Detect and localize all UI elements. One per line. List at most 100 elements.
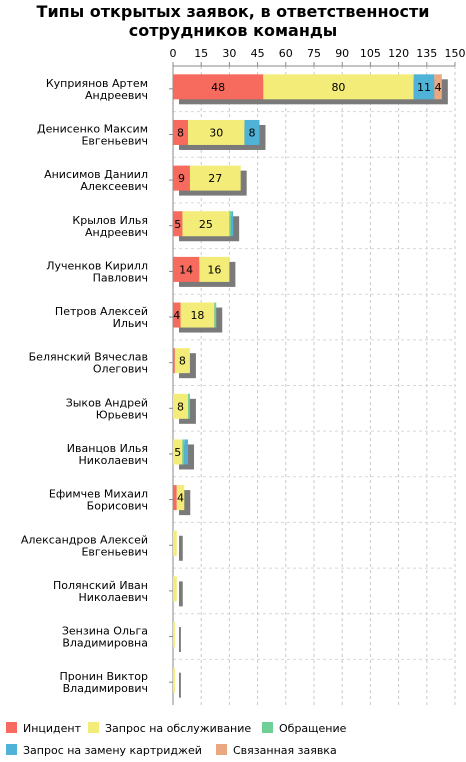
category-label: Зыков Андрей bbox=[66, 396, 148, 409]
legend-label-cartridge-request: Запрос на замену картриджей bbox=[23, 744, 202, 757]
legend-swatch-service-request bbox=[88, 722, 99, 733]
data-label: 8 bbox=[177, 126, 184, 139]
category-label: Иванцов Илья bbox=[67, 442, 148, 455]
category-label: Анисимов Даниил bbox=[44, 168, 148, 181]
category-label: Борисович bbox=[87, 500, 148, 513]
legend-swatch-incident bbox=[6, 722, 17, 733]
x-tick-label: 75 bbox=[307, 47, 321, 60]
category-label: Пронин Виктор bbox=[60, 670, 148, 683]
data-label: 18 bbox=[190, 309, 204, 322]
data-label: 30 bbox=[209, 126, 223, 139]
legend-item-cartridge-request: Запрос на замену картриджей bbox=[6, 744, 202, 758]
data-label: 27 bbox=[208, 172, 222, 185]
x-tick-label: 15 bbox=[194, 47, 208, 60]
legend-item-linked-request: Связанная заявка bbox=[216, 744, 337, 758]
bar-segment bbox=[244, 119, 260, 145]
category-label: Полянский Иван bbox=[53, 579, 148, 592]
category-label: Денисенко Максим bbox=[37, 122, 148, 135]
bar-segment bbox=[182, 439, 185, 465]
legend-label-service-request: Запрос на обслуживание bbox=[105, 722, 252, 735]
category-label: Куприянов Артем bbox=[46, 77, 148, 90]
bar-shadow bbox=[179, 672, 181, 698]
data-label: 16 bbox=[207, 263, 221, 276]
category-label: Алексеевич bbox=[80, 180, 148, 193]
data-label: 4 bbox=[173, 309, 180, 322]
category-label: Павлович bbox=[93, 271, 148, 284]
category-label: Олегович bbox=[93, 363, 148, 376]
data-label: 8 bbox=[177, 400, 184, 413]
data-label: 5 bbox=[174, 446, 181, 459]
bar-segment bbox=[173, 530, 177, 556]
bar-segment bbox=[176, 485, 185, 511]
x-tick-label: 120 bbox=[388, 47, 409, 60]
bar-segment bbox=[199, 256, 230, 282]
bar-segment bbox=[263, 74, 414, 100]
x-tick-label: 30 bbox=[222, 47, 236, 60]
bar-segment bbox=[173, 393, 189, 419]
category-label: Александров Алексей bbox=[21, 533, 148, 546]
data-label: 8 bbox=[179, 355, 186, 368]
category-label: Ефимчев Михаил bbox=[49, 488, 148, 501]
data-label: 11 bbox=[417, 81, 431, 94]
legend-swatch-linked-request bbox=[216, 744, 227, 755]
data-label: 14 bbox=[179, 263, 193, 276]
category-label: Крылов Илья bbox=[72, 214, 148, 227]
category-label: Владимирович bbox=[63, 682, 148, 695]
x-tick-label: 150 bbox=[445, 47, 466, 60]
bar-segment bbox=[173, 576, 177, 602]
legend-item-service-request: Запрос на обслуживание bbox=[88, 722, 251, 736]
data-label: 8 bbox=[248, 126, 255, 139]
bar-segment bbox=[182, 211, 230, 237]
bar-segment bbox=[173, 302, 181, 328]
bar-segment bbox=[173, 119, 189, 145]
category-label: Андреевич bbox=[85, 89, 148, 102]
legend-swatch-appeal bbox=[262, 722, 273, 733]
x-tick-label: 105 bbox=[360, 47, 381, 60]
data-label: 4 bbox=[177, 492, 184, 505]
x-tick-label: 0 bbox=[170, 47, 177, 60]
category-label: Евгеньевич bbox=[81, 545, 148, 558]
category-label: Николаевич bbox=[79, 454, 148, 467]
bar-segment bbox=[184, 439, 189, 465]
category-label: Петров Алексей bbox=[55, 305, 148, 318]
category-label: Ильич bbox=[113, 317, 148, 330]
legend-label-appeal: Обращение bbox=[279, 722, 347, 735]
category-label: Лученков Кирилл bbox=[46, 259, 148, 272]
bar-segment bbox=[231, 211, 234, 237]
x-tick-label: 90 bbox=[335, 47, 349, 60]
bar-segment bbox=[174, 348, 190, 374]
data-label: 80 bbox=[331, 81, 345, 94]
chart-title-line-2: сотрудников команды bbox=[128, 21, 338, 40]
data-label: 4 bbox=[435, 81, 442, 94]
bar-shadow bbox=[179, 490, 191, 516]
bar-segment bbox=[188, 393, 190, 419]
x-tick-label: 60 bbox=[279, 47, 293, 60]
x-tick-label: 45 bbox=[251, 47, 265, 60]
bar-segment bbox=[189, 165, 241, 191]
chart-title-line-1: Типы открытых заявок, в ответственности bbox=[36, 2, 430, 21]
category-label: Андреевич bbox=[85, 226, 148, 239]
bar-segment bbox=[413, 74, 435, 100]
data-label: 5 bbox=[174, 218, 181, 231]
bar-segment bbox=[180, 302, 215, 328]
bar-segment bbox=[173, 622, 175, 648]
bar-segment bbox=[173, 211, 183, 237]
legend-item-incident: Инцидент bbox=[6, 722, 81, 736]
bar-segment bbox=[434, 74, 442, 100]
bar-segment bbox=[173, 256, 200, 282]
bar-segment bbox=[173, 667, 175, 693]
category-label: Владимировна bbox=[62, 637, 148, 650]
bar-segment bbox=[229, 211, 232, 237]
legend-swatch-cartridge-request bbox=[6, 744, 17, 755]
bar-shadow bbox=[179, 535, 183, 561]
data-label: 48 bbox=[211, 81, 225, 94]
bar-segment bbox=[173, 485, 177, 511]
bar-shadow bbox=[179, 627, 181, 653]
bar-segment bbox=[173, 165, 190, 191]
category-label: Зензина Ольга bbox=[62, 625, 148, 638]
category-label: Юрьевич bbox=[96, 408, 148, 421]
bar-segment bbox=[214, 302, 217, 328]
category-label: Николаевич bbox=[79, 591, 148, 604]
x-tick-label: 135 bbox=[416, 47, 437, 60]
